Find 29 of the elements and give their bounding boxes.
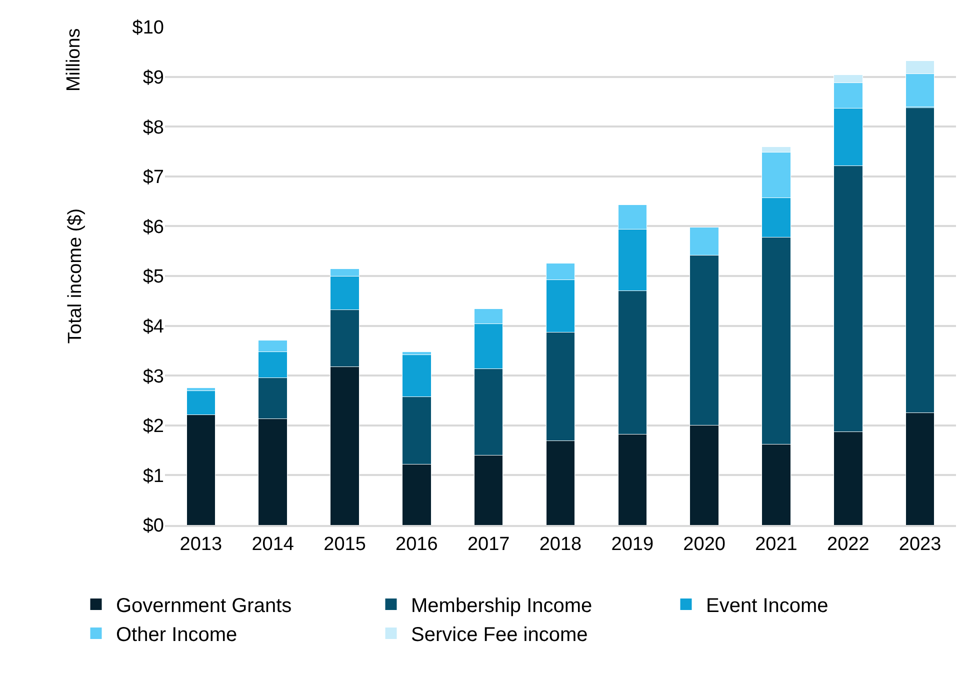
y-tick-label: $0	[142, 516, 164, 537]
x-tick-label: 2021	[755, 534, 798, 555]
x-tick-label: 2022	[827, 534, 870, 555]
y-tick-label: $7	[142, 167, 164, 188]
y-tick-label: $1	[142, 466, 164, 487]
legend-label: Event Income	[706, 595, 828, 618]
x-tick-label: 2014	[252, 534, 294, 555]
x-tick-label: 2015	[324, 534, 366, 555]
y-tick-label: $2	[142, 416, 164, 438]
x-tick-label: 2016	[396, 534, 438, 555]
text: Millions	[64, 28, 85, 92]
legend-label: Government Grants	[116, 595, 292, 618]
legend-label: Other Income	[116, 624, 238, 646]
y-axis-title: Total income ($)	[65, 208, 86, 344]
x-tick-label: 2020	[683, 534, 726, 555]
legend-label: Membership Income	[411, 595, 592, 618]
y-tick-label: $3	[142, 366, 164, 388]
y-tick-label: $6	[142, 216, 164, 238]
x-tick-label: 2023	[898, 534, 942, 555]
x-tick-label: 2018	[539, 534, 582, 555]
y-tick-label: $9	[142, 67, 164, 88]
x-tick-label: 2017	[467, 534, 510, 555]
y-tick-label: $8	[142, 117, 164, 138]
x-tick-label: 2013	[180, 534, 222, 555]
x-tick-label: 2019	[611, 534, 654, 555]
legend-label: Service Fee income	[411, 624, 588, 646]
y-tick-label: $10	[132, 18, 164, 39]
y-tick-label: $4	[142, 316, 164, 338]
y-tick-label: $5	[142, 266, 164, 288]
